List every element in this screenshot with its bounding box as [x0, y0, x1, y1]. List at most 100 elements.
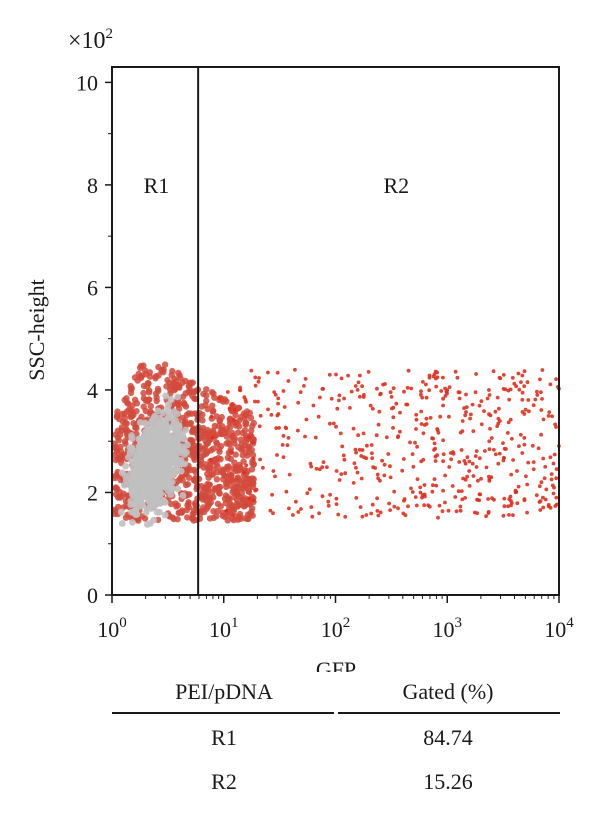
event-point — [352, 461, 357, 466]
region-label: R2 — [383, 173, 409, 198]
event-point — [273, 474, 277, 479]
event-point — [441, 459, 445, 464]
event-point — [181, 460, 188, 468]
event-point — [215, 422, 222, 430]
event-point — [213, 413, 220, 420]
event-point — [476, 478, 480, 483]
event-point — [552, 485, 556, 490]
event-point — [133, 462, 141, 469]
event-point — [391, 415, 396, 420]
event-point — [213, 476, 221, 483]
event-point — [460, 419, 465, 423]
event-point — [548, 455, 553, 460]
event-point — [204, 500, 211, 507]
event-point — [402, 389, 406, 394]
event-point — [198, 403, 205, 410]
event-point — [405, 402, 410, 407]
event-point — [183, 470, 190, 477]
event-point — [522, 497, 527, 501]
event-point — [380, 458, 384, 463]
event-point — [465, 455, 470, 460]
event-point — [524, 474, 528, 479]
event-point — [522, 442, 527, 447]
x-tick-label: 104 — [544, 615, 574, 642]
event-point — [546, 414, 551, 418]
event-point — [249, 483, 257, 491]
event-point — [370, 502, 375, 507]
event-point — [337, 398, 341, 403]
event-point — [410, 490, 415, 494]
event-point — [161, 498, 168, 506]
event-point — [443, 473, 447, 478]
event-point — [356, 433, 360, 438]
event-point — [515, 501, 520, 506]
event-point — [137, 492, 145, 500]
event-point — [137, 362, 145, 370]
event-point — [490, 496, 494, 501]
event-point — [474, 372, 478, 376]
event-point — [224, 465, 231, 473]
event-point — [409, 486, 413, 491]
event-point — [284, 489, 289, 494]
event-point — [359, 476, 364, 481]
event-point — [470, 402, 475, 407]
event-point — [153, 436, 161, 444]
event-point — [502, 446, 507, 451]
event-point — [168, 485, 176, 493]
event-point — [343, 514, 348, 519]
event-point — [170, 448, 178, 456]
event-point — [140, 382, 148, 390]
event-point — [153, 508, 161, 516]
event-point — [364, 456, 369, 461]
event-point — [473, 390, 478, 395]
event-point — [232, 422, 240, 429]
event-point — [502, 496, 507, 501]
event-point — [415, 444, 419, 449]
event-point — [133, 481, 141, 488]
event-point — [191, 476, 198, 483]
event-point — [421, 431, 426, 436]
event-point — [209, 457, 213, 462]
event-point — [231, 440, 238, 447]
event-point — [215, 454, 222, 462]
event-point — [342, 396, 346, 401]
event-point — [441, 396, 445, 401]
event-point — [342, 457, 347, 462]
event-point — [375, 509, 380, 513]
event-point — [503, 387, 508, 392]
event-point — [506, 420, 511, 425]
event-point — [539, 408, 544, 412]
event-point — [276, 401, 280, 406]
event-point — [375, 386, 379, 391]
event-point — [146, 387, 153, 394]
event-point — [413, 440, 417, 445]
event-point — [187, 419, 194, 427]
event-point — [298, 390, 303, 394]
event-point — [540, 368, 545, 372]
event-point — [184, 501, 191, 509]
event-point — [253, 375, 258, 380]
event-point — [396, 434, 401, 438]
table-header: PEI/pDNA Gated (%) — [112, 672, 560, 712]
event-point — [173, 503, 180, 510]
event-point — [434, 483, 439, 488]
event-point — [548, 506, 553, 510]
event-point — [389, 395, 394, 399]
event-point — [552, 452, 557, 457]
event-point — [239, 452, 246, 459]
event-point — [477, 456, 482, 461]
event-point — [310, 514, 315, 519]
event-point — [506, 504, 510, 509]
event-point — [226, 496, 233, 503]
event-point — [360, 448, 365, 452]
event-point — [441, 403, 445, 408]
event-point — [356, 380, 361, 385]
event-point — [462, 406, 466, 410]
event-point — [516, 484, 521, 489]
event-point — [139, 465, 146, 472]
event-point — [126, 444, 134, 451]
event-point — [245, 488, 252, 495]
event-point — [463, 477, 468, 482]
event-point — [230, 513, 235, 517]
event-point — [475, 497, 479, 502]
